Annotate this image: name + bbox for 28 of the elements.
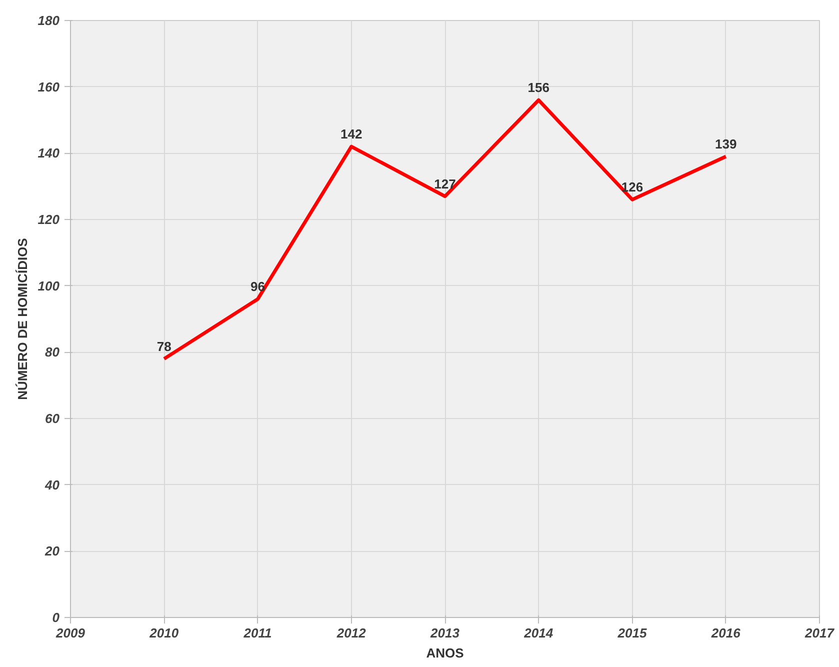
x-tick-label: 2017 — [804, 626, 835, 640]
y-tick-label: 40 — [44, 477, 60, 492]
data-label: 78 — [156, 338, 172, 354]
x-tick-label: 2009 — [55, 626, 86, 640]
data-label: 96 — [250, 279, 265, 294]
x-tick-label: 2016 — [710, 626, 742, 640]
data-label: 142 — [340, 126, 362, 142]
y-tick-label: 180 — [38, 13, 60, 28]
x-axis-title: ANOS — [426, 646, 464, 660]
y-tick-label: 120 — [38, 212, 60, 227]
x-tick-label: 2015 — [616, 626, 648, 640]
y-tick-label: 140 — [38, 146, 60, 161]
data-label: 139 — [715, 136, 737, 152]
y-tick-label: 160 — [38, 79, 60, 94]
x-tick-label: 2010 — [148, 626, 180, 640]
y-tick-label: 20 — [44, 544, 60, 559]
y-axis-title: NÚMERO DE HOMICÍDIOS — [14, 238, 30, 400]
y-tick-label: 80 — [45, 344, 60, 360]
data-label: 127 — [434, 176, 456, 192]
y-tick-label: 60 — [45, 411, 60, 426]
x-tick-label: 2013 — [430, 626, 460, 640]
y-tick-label: 0 — [52, 610, 60, 625]
y-tick-label: 100 — [38, 278, 60, 294]
x-tick-label: 2014 — [523, 626, 554, 640]
data-label: 126 — [621, 180, 644, 195]
x-tick-label: 2012 — [336, 626, 367, 640]
x-tick-label: 2011 — [242, 626, 272, 640]
data-label: 156 — [528, 80, 550, 96]
